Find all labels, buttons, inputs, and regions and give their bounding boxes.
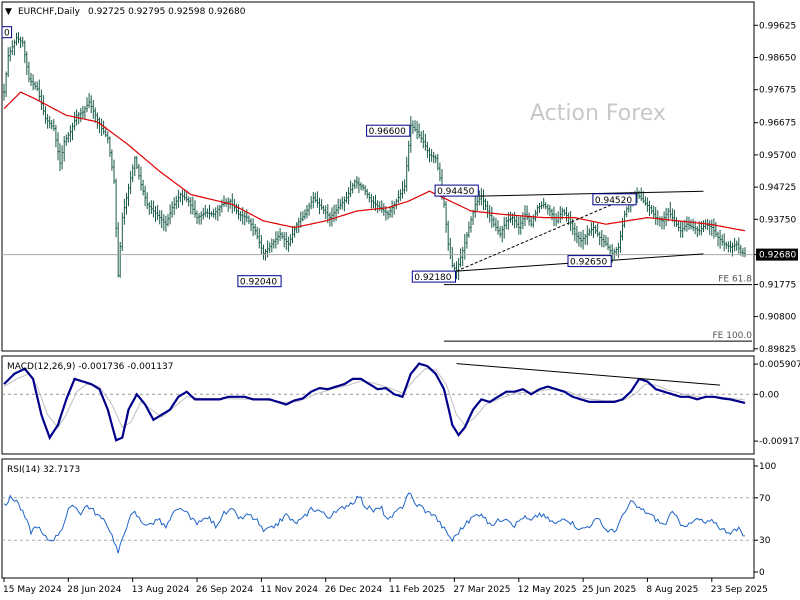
price-annotation-label: 0.94450	[437, 187, 474, 197]
time-tick-label: 28 Jun 2024	[67, 585, 121, 595]
price-annotation-box	[411, 270, 456, 283]
time-tick-label: 23 Sep 2025	[711, 585, 768, 595]
price-tick-label: 0.91775	[759, 281, 796, 291]
price-annotation-box	[366, 124, 411, 137]
macd-tick-label: -0.009175	[759, 437, 800, 447]
rsi-header: RSI(14) 32.7173	[7, 465, 80, 475]
rsi-tick-label: 0	[759, 568, 765, 578]
fib-level-label: FE 100.0	[713, 331, 753, 341]
rsi-tick-label: 70	[759, 494, 771, 504]
time-tick-label: 26 Sep 2024	[196, 585, 253, 595]
chart-menu-icon[interactable]: ▼	[5, 7, 12, 17]
rsi-layer	[2, 492, 754, 554]
current-price-label: 0.92680	[759, 251, 796, 261]
price-tick-label: 0.99625	[759, 21, 796, 31]
fib-level-label: FE 61.8	[718, 275, 752, 285]
price-annotation-label: 0.96600	[369, 127, 406, 137]
trend-line-dashed	[456, 193, 638, 272]
ohlc-readout: 0.92725 0.92795 0.92598 0.92680	[88, 7, 246, 17]
trend-line	[479, 190, 704, 197]
price-tick-label: 0.90800	[759, 313, 796, 323]
price-tick-label: 0.96675	[759, 119, 796, 129]
rsi-tick-label: 100	[759, 462, 776, 472]
time-tick-label: 12 May 2025	[518, 585, 577, 595]
price-tick-label: 0.89825	[759, 345, 796, 355]
price-annotation-label: 0	[4, 29, 10, 39]
watermark: Action Forex	[530, 101, 666, 126]
price-annotation-label: 0.92180	[414, 273, 451, 283]
current-price-tag	[756, 248, 798, 261]
macd-main-line	[3, 362, 746, 442]
price-annotation-box	[237, 275, 282, 288]
price-tick-label: 0.93750	[759, 215, 796, 225]
macd-tick-label: 0.00	[759, 390, 779, 400]
price-tick-label: 0.94725	[759, 183, 796, 193]
rsi-line	[3, 492, 746, 554]
price-annotation-box	[1, 26, 13, 39]
rsi-panel-frame	[1, 458, 755, 579]
price-tick-label: 0.95700	[759, 151, 796, 161]
macd-tick-label: 0.005907	[759, 360, 800, 370]
price-layer: FE 61.8 FE 100.0 0 0.96600 0.94450 0.94520 0.9…	[1, 26, 754, 342]
symbol-label: EURCHF,Daily	[18, 7, 81, 17]
price-annotation-box	[434, 184, 479, 197]
price-panel-frame	[1, 1, 755, 352]
price-annotation-label: 0.92650	[570, 258, 607, 268]
macd-layer	[2, 362, 754, 442]
time-tick-label: 27 Mar 2025	[453, 585, 510, 595]
moving-average-line	[3, 91, 746, 232]
price-annotation-box	[567, 255, 612, 268]
price-tick-label: 0.98650	[759, 54, 796, 64]
price-annotation-box	[592, 193, 637, 206]
time-tick-label: 11 Feb 2025	[389, 585, 445, 595]
price-tick-label: 0.97675	[759, 86, 796, 96]
time-tick-label: 11 Nov 2024	[260, 585, 318, 595]
macd-trend-line	[456, 363, 721, 386]
macd-header: MACD(12,26,9) -0.001736 -0.001137	[7, 362, 173, 372]
time-tick-label: 8 Aug 2025	[646, 585, 698, 595]
axis-layer: 0.99625 0.98650 0.97675 0.96675 0.95700 0.947…	[3, 21, 800, 595]
time-tick-label: 13 Aug 2024	[132, 585, 190, 595]
time-tick-label: 15 May 2024	[3, 585, 62, 595]
time-tick-label: 25 Jun 2025	[582, 585, 636, 595]
price-annotation-label: 0.92040	[240, 278, 277, 288]
rsi-tick-label: 30	[759, 536, 771, 546]
price-annotation-label: 0.94520	[595, 196, 632, 206]
macd-panel-frame	[1, 355, 755, 455]
time-tick-label: 26 Dec 2024	[325, 585, 383, 595]
